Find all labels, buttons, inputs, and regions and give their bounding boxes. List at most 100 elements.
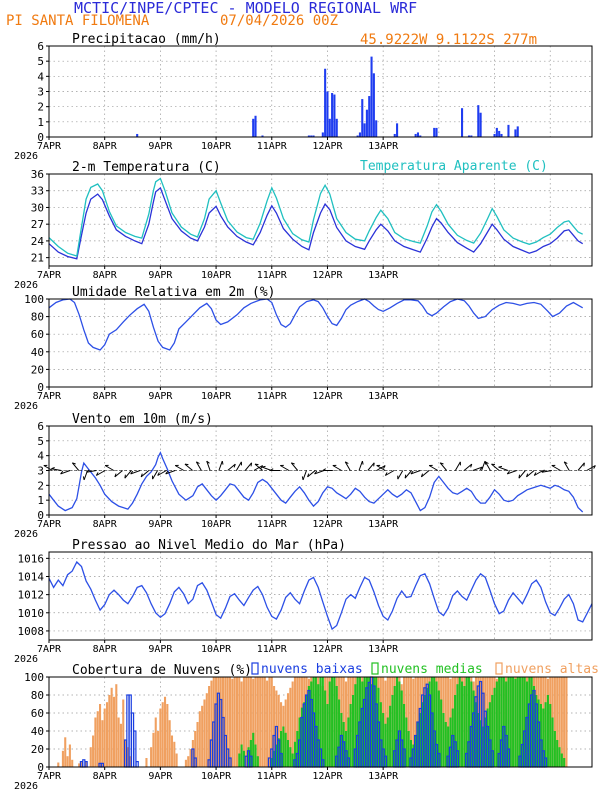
bar	[154, 717, 157, 767]
bar	[532, 686, 536, 767]
bar	[78, 763, 81, 767]
wind-barb	[71, 462, 80, 471]
bar	[456, 684, 459, 767]
wind-barb-head	[86, 469, 90, 473]
panel-title: Vento em 10m (m/s)	[72, 412, 213, 427]
bar	[242, 677, 245, 767]
bar	[393, 133, 396, 137]
bar	[238, 753, 241, 767]
bar	[94, 717, 97, 767]
x-tick-label: 10APR	[201, 270, 232, 281]
bar	[449, 717, 452, 767]
bar	[396, 677, 399, 767]
bar	[356, 135, 359, 137]
wind-barb-head	[384, 472, 388, 476]
bar	[275, 744, 278, 767]
wind-barb-head	[301, 476, 304, 480]
wind-barb-head	[518, 474, 521, 479]
bar	[124, 740, 127, 767]
bar	[433, 677, 436, 767]
wind-barb-head	[254, 463, 259, 466]
wind-barb-head	[404, 474, 407, 479]
wind-barb	[60, 470, 71, 475]
bar	[474, 702, 478, 767]
x-tick-label: 9APR	[148, 519, 173, 530]
bar	[238, 677, 241, 767]
bar	[481, 677, 484, 767]
wind-barb-head	[307, 473, 310, 478]
x-tick-label: 10APR	[201, 519, 232, 530]
bar	[421, 702, 424, 767]
bar	[96, 711, 99, 767]
bar	[235, 677, 239, 767]
bar	[99, 704, 102, 767]
bar	[458, 677, 461, 767]
legend-apparent-temperature: Temperatura Aparente (C)	[360, 159, 548, 174]
bar	[435, 681, 438, 767]
panel-title: Cobertura de Nuvens (%)	[72, 663, 252, 678]
y-tick-label: 20	[31, 363, 44, 376]
bar	[368, 96, 371, 137]
wind-barb	[428, 465, 439, 471]
bar	[400, 690, 403, 767]
bar	[293, 741, 297, 767]
bar	[254, 744, 257, 767]
bar	[414, 735, 417, 767]
wind-barb-head	[114, 473, 117, 478]
wind-barb-head	[124, 474, 126, 479]
x-tick-label: 9APR	[148, 270, 173, 281]
x-tick-label: 7APR	[37, 519, 62, 530]
bar	[136, 133, 139, 137]
wind-barb	[253, 465, 263, 471]
bar	[389, 705, 392, 767]
x-tick-label: 11APR	[257, 771, 288, 782]
bar	[375, 120, 378, 137]
bar	[254, 115, 257, 137]
wind-barb-head	[373, 462, 375, 467]
bar	[256, 756, 259, 767]
y-tick-label: 80	[31, 311, 44, 324]
bar	[370, 684, 373, 767]
y-tick-label: 6	[37, 40, 44, 53]
bar	[477, 713, 480, 767]
bar	[539, 704, 542, 767]
wind-barb-head	[583, 462, 585, 467]
bar	[187, 756, 190, 767]
panel-pressure: 1008 1010 1012 1014 1016 7APR 8APR 9APR 10APR 11A…	[14, 538, 593, 665]
y-tick-label: 27	[31, 218, 44, 231]
bar	[205, 693, 208, 767]
bar	[363, 123, 366, 137]
wind-barb	[385, 470, 395, 476]
bar	[444, 722, 447, 767]
x-tick-label: 12APR	[312, 519, 343, 530]
bar	[465, 677, 468, 767]
bar	[277, 695, 280, 767]
wind-barb	[397, 470, 404, 480]
plot-frame	[48, 173, 593, 267]
wind-barb	[314, 470, 325, 475]
bar	[277, 738, 280, 767]
wind-barb-head	[291, 462, 295, 465]
y-tick-label: 6	[37, 420, 44, 433]
wind-barb-head	[470, 463, 473, 468]
wind-barb-head	[345, 461, 349, 464]
bar	[326, 704, 329, 767]
bar	[563, 758, 566, 767]
y-tick-label: 21	[31, 252, 44, 265]
wind-barb-head	[420, 473, 424, 478]
wind-barb	[586, 465, 596, 471]
wind-barb	[152, 470, 159, 480]
bar	[488, 702, 491, 767]
bar	[440, 699, 443, 767]
bar	[289, 687, 292, 767]
bar	[324, 68, 327, 137]
x-tick-label: 7APR	[37, 141, 62, 152]
wind-barb	[184, 463, 193, 471]
wind-barb	[96, 470, 106, 476]
wind-barb	[114, 470, 123, 478]
bar	[546, 695, 549, 767]
bar	[261, 677, 264, 767]
wind-barb	[421, 470, 430, 478]
wind-barb-head	[95, 472, 99, 476]
bar	[560, 753, 563, 767]
